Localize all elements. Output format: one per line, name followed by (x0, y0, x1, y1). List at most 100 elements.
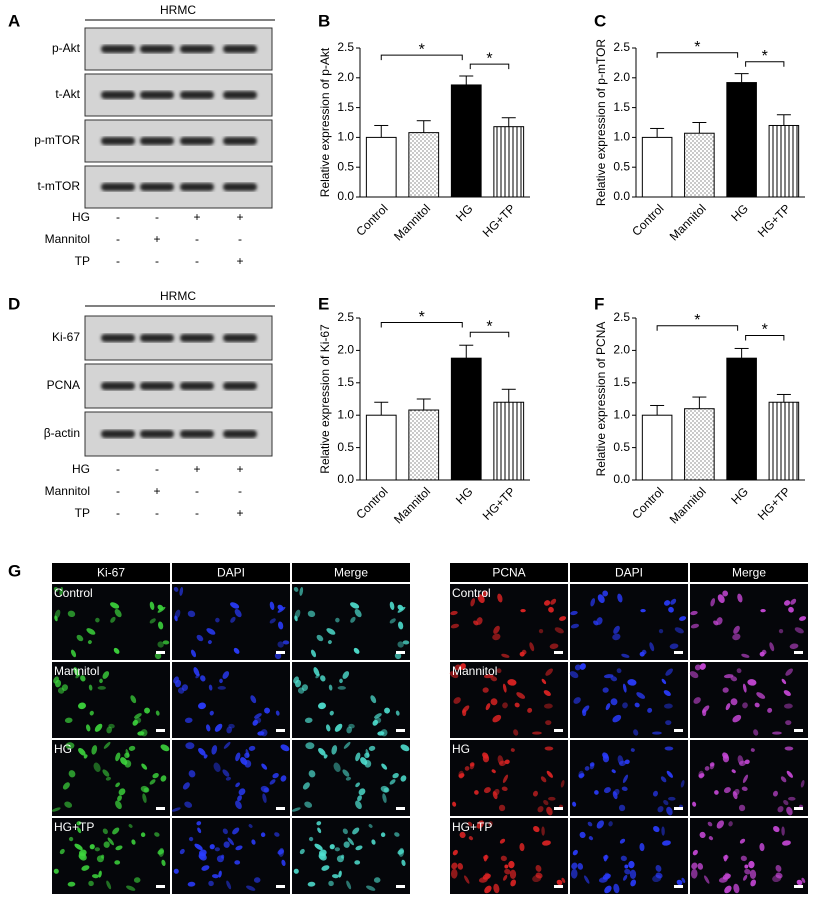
x-tick-label: HG+TP (755, 201, 793, 239)
cell (141, 763, 148, 770)
cell (355, 800, 362, 810)
cell (500, 855, 507, 862)
cell (691, 862, 698, 870)
cell (326, 628, 336, 635)
cell (85, 724, 91, 732)
blot-row-label: t-mTOR (38, 179, 81, 193)
cell (542, 840, 551, 846)
cell (620, 855, 627, 862)
cell (699, 663, 706, 670)
x-tick-label: HG (453, 201, 476, 224)
treatment-sign: - (155, 462, 159, 476)
treatment-sign: - (195, 506, 199, 520)
cell (504, 864, 509, 869)
cell (621, 653, 630, 658)
cell (602, 590, 609, 597)
cell (281, 859, 286, 867)
cell (157, 604, 164, 611)
column-header-bg (172, 563, 290, 582)
cell (624, 868, 631, 875)
cell (282, 640, 290, 645)
cell (67, 610, 76, 618)
cell (244, 759, 252, 768)
cell (173, 586, 179, 592)
cell (97, 686, 106, 690)
y-tick-label: 0.0 (337, 472, 354, 486)
blot-row-label: Ki-67 (52, 330, 80, 344)
cell (68, 836, 74, 842)
cell (579, 663, 586, 670)
cell (772, 874, 782, 883)
cell (144, 707, 151, 714)
x-tick-label: HG (453, 484, 476, 507)
cell (179, 848, 185, 855)
cell (641, 649, 647, 655)
cell (570, 868, 578, 879)
cell (492, 633, 501, 641)
row-label: Control (54, 586, 93, 600)
cell (96, 855, 104, 863)
cell (665, 720, 672, 726)
cell (617, 593, 623, 603)
blot-band (223, 334, 257, 342)
cell (474, 790, 479, 795)
cell (314, 843, 323, 851)
cell (596, 820, 605, 829)
treatment-sign: + (193, 210, 200, 224)
y-tick-label: 1.0 (613, 407, 630, 421)
cell (578, 773, 585, 778)
cell (400, 744, 410, 752)
cell (548, 606, 554, 613)
cell (374, 713, 382, 719)
cell (355, 845, 363, 851)
cell (400, 775, 407, 782)
cell (252, 719, 259, 726)
cell (91, 745, 98, 755)
cell (70, 649, 77, 658)
cell (275, 710, 280, 716)
cell (342, 769, 350, 777)
cell (692, 801, 697, 807)
cell (616, 668, 622, 674)
cell (128, 745, 136, 751)
column-header: DAPI (217, 566, 245, 580)
cell (519, 843, 525, 852)
cell (237, 795, 242, 802)
treatment-sign: + (153, 484, 160, 498)
cell (535, 872, 543, 879)
cell (316, 634, 324, 642)
cell (722, 754, 730, 763)
y-tick-label: 1.5 (613, 375, 630, 389)
treatment-sign: - (238, 232, 242, 246)
cell (293, 586, 299, 592)
cell (723, 854, 728, 862)
cell (233, 647, 240, 654)
cell (694, 664, 701, 671)
cell (334, 847, 340, 852)
cell (744, 759, 750, 765)
cell (622, 702, 628, 709)
cell (78, 702, 86, 710)
y-tick-label: 1.0 (337, 407, 354, 421)
cell (318, 702, 326, 710)
treatment-sign: - (116, 232, 120, 246)
treatment-sign: - (116, 484, 120, 498)
scale-bar (156, 807, 165, 810)
cell (457, 863, 464, 870)
y-tick-label: 0.0 (613, 189, 630, 203)
scale-bar (794, 807, 803, 810)
cell (177, 687, 185, 694)
row-label: HG (54, 742, 72, 756)
cell (732, 791, 738, 800)
cell (124, 759, 132, 768)
significance-bracket (656, 325, 739, 331)
cell (59, 587, 64, 596)
cell (291, 807, 301, 812)
cell (110, 602, 120, 609)
cell (222, 828, 228, 835)
blot-row-label: t-Akt (55, 87, 80, 101)
treatment-sign: - (238, 484, 242, 498)
cell (491, 769, 496, 774)
cell (264, 707, 271, 714)
cell (800, 779, 805, 788)
